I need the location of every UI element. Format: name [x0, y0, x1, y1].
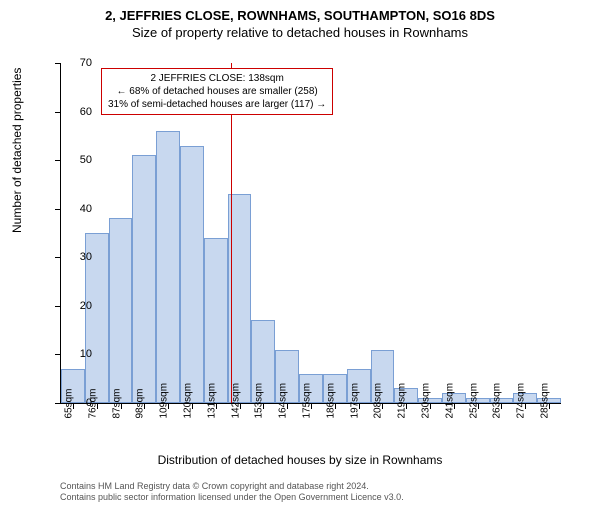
- annotation-line: 31% of semi-detached houses are larger (…: [108, 98, 326, 111]
- histogram-bar: [132, 155, 156, 403]
- histogram-bar: [180, 146, 204, 403]
- histogram-bar: [156, 131, 180, 403]
- y-axis-label: Number of detached properties: [10, 68, 24, 233]
- y-tick-label: 20: [80, 300, 92, 312]
- histogram-bar: [204, 238, 228, 403]
- y-tick: [55, 306, 61, 307]
- y-tick-label: 50: [80, 154, 92, 166]
- footer-line-2: Contains public sector information licen…: [60, 492, 404, 504]
- y-tick: [55, 403, 61, 404]
- chart-area: 2 JEFFRIES CLOSE: 138sqm← 68% of detache…: [60, 63, 560, 403]
- annotation-box: 2 JEFFRIES CLOSE: 138sqm← 68% of detache…: [101, 68, 333, 115]
- y-tick: [55, 209, 61, 210]
- x-axis-label: Distribution of detached houses by size …: [0, 453, 600, 467]
- y-tick-label: 60: [80, 106, 92, 118]
- chart-title-main: 2, JEFFRIES CLOSE, ROWNHAMS, SOUTHAMPTON…: [0, 8, 600, 23]
- y-tick: [55, 257, 61, 258]
- y-tick: [55, 160, 61, 161]
- y-tick: [55, 354, 61, 355]
- annotation-line: 2 JEFFRIES CLOSE: 138sqm: [108, 72, 326, 85]
- footer-line-1: Contains HM Land Registry data © Crown c…: [60, 481, 404, 493]
- y-tick-label: 70: [80, 57, 92, 69]
- plot-region: 2 JEFFRIES CLOSE: 138sqm← 68% of detache…: [60, 63, 561, 404]
- footer-attribution: Contains HM Land Registry data © Crown c…: [60, 481, 404, 504]
- histogram-bar: [109, 218, 133, 403]
- y-tick: [55, 63, 61, 64]
- y-tick-label: 30: [80, 251, 92, 263]
- chart-title-sub: Size of property relative to detached ho…: [0, 25, 600, 40]
- y-tick-label: 40: [80, 203, 92, 215]
- annotation-line: ← 68% of detached houses are smaller (25…: [108, 85, 326, 98]
- y-tick: [55, 112, 61, 113]
- y-tick-label: 10: [80, 348, 92, 360]
